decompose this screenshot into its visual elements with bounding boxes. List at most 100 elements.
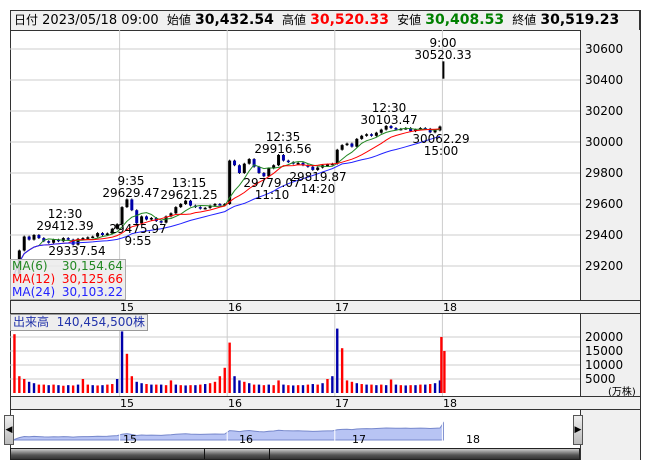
volume-bar — [257, 384, 261, 393]
volume-bar — [360, 384, 363, 393]
annotation-time: 12:30 — [47, 207, 83, 221]
candle-body — [189, 200, 193, 206]
volume-total-box: 出来高 140,454,500株 — [10, 314, 148, 331]
candle-body — [262, 173, 266, 177]
close-value: 30,519.23 — [540, 12, 620, 28]
candle-body — [149, 217, 153, 220]
volume-bar — [336, 328, 339, 393]
legend-label: MA(6) — [12, 259, 48, 273]
navigator-date-tick: 18 — [466, 433, 480, 446]
annotation-a2: 29337.54 — [48, 245, 105, 257]
horizontal-scrollbar[interactable] — [10, 448, 580, 460]
volume-bar — [218, 376, 222, 393]
candle-body — [135, 210, 139, 224]
high-value: 30,520.33 — [310, 12, 389, 28]
volume-bar — [443, 351, 446, 393]
volume-bar — [380, 384, 383, 393]
candle-body — [120, 207, 124, 225]
volume-bar — [272, 385, 275, 393]
volume-bar — [140, 383, 143, 393]
navigator-date-tick: 15 — [123, 433, 137, 446]
annotation-time: 9:55 — [124, 234, 152, 248]
volume-bar — [150, 384, 153, 393]
price-axis-panel — [580, 30, 641, 300]
annotation-time: 9:35 — [117, 174, 145, 188]
date-tick: 17 — [335, 301, 349, 314]
candle-body — [330, 163, 334, 166]
candle-body — [433, 130, 437, 133]
volume-bar — [13, 334, 16, 393]
annotation-a11: 9:00 30520.33 — [414, 37, 471, 61]
price-y-tick: 30400 — [585, 73, 624, 87]
annotation-value: 30103.47 — [360, 113, 418, 127]
volume-bar — [23, 379, 26, 393]
legend-label: MA(24) — [12, 285, 56, 299]
annotation-value: 29475.97 — [109, 222, 167, 236]
candle-body — [42, 238, 46, 242]
candle-body — [252, 159, 256, 167]
volume-bar — [199, 384, 202, 393]
candle-body — [233, 160, 237, 166]
volume-bar — [306, 384, 310, 393]
candle-body — [86, 237, 90, 239]
legend-ma24: MA(24) 30,103.22 — [12, 286, 125, 299]
candle-body — [56, 239, 60, 242]
candle-body — [213, 204, 217, 206]
date-tick: 15 — [120, 397, 134, 410]
ohlc-header: 日付 2023/05/18 09:00 始値 30,432.54 高値 30,5… — [10, 10, 641, 31]
volume-bar — [233, 376, 236, 393]
volume-bar — [47, 385, 50, 393]
candle-body — [340, 145, 344, 150]
price-y-tick: 30000 — [585, 135, 624, 149]
volume-bar — [76, 384, 80, 393]
volume-bar — [37, 384, 41, 393]
candle-body — [409, 128, 413, 132]
volume-bar — [52, 384, 55, 393]
candle-body — [223, 204, 227, 206]
annotation-value: 29916.56 — [254, 142, 312, 156]
annotation-time: 13:15 — [171, 176, 207, 190]
volume-bar — [316, 384, 319, 393]
ma-legend: MA(6) 30,154.64 MA(12) 30,125.66 MA(24) 30,… — [10, 259, 126, 300]
volume-bar — [252, 384, 256, 393]
candle-body — [389, 125, 393, 129]
candle-body — [281, 154, 285, 161]
candle-body — [37, 235, 41, 239]
scrollbar-divider — [269, 449, 270, 459]
volume-date-axis: 15 16 17 18 — [10, 396, 641, 410]
volume-bar — [135, 381, 138, 393]
volume-chart[interactable] — [10, 314, 580, 397]
date-tick: 18 — [443, 301, 457, 314]
range-navigator[interactable] — [10, 410, 580, 448]
candle-body — [325, 164, 329, 166]
navigator-right-handle[interactable]: ▶ — [573, 415, 583, 445]
volume-bar — [301, 385, 305, 393]
annotation-value: 29819.87 — [289, 170, 347, 184]
volume-bar — [223, 367, 226, 393]
legend-value: 30,125.66 — [61, 272, 123, 286]
candle-body — [71, 239, 75, 245]
volume-bar — [106, 384, 109, 393]
volume-bar — [203, 384, 207, 393]
volume-bar — [375, 385, 378, 393]
candle-body — [174, 207, 178, 214]
volume-bar — [159, 384, 163, 393]
volume-bar — [424, 384, 427, 393]
volume-bar — [340, 348, 344, 393]
volume-bar — [370, 384, 373, 393]
navigator-left-handle[interactable]: ◀ — [4, 415, 14, 445]
navigator-date-tick: 17 — [352, 433, 366, 446]
date-value: 2023/05/18 09:00 — [42, 13, 159, 28]
volume-bar — [394, 384, 398, 393]
candle-body — [379, 129, 383, 133]
annotation-a9: 12:30 30103.47 — [360, 102, 417, 126]
volume-bar — [399, 385, 403, 393]
legend-ma6: MA(6) 30,154.64 — [12, 260, 125, 273]
volume-bar — [331, 376, 334, 393]
volume-bar — [91, 385, 94, 393]
price-y-tick: 29600 — [585, 197, 624, 211]
volume-bar — [194, 385, 197, 393]
candle-body — [22, 236, 26, 251]
price-chart[interactable] — [10, 30, 580, 300]
volume-bar — [419, 384, 422, 393]
